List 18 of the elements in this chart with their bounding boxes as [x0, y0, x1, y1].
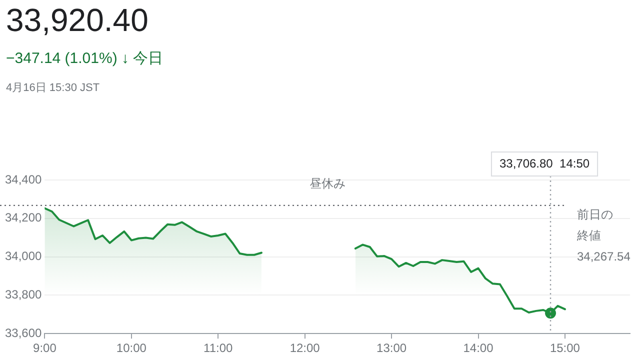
- chart-subtitle: −347.14 (1.01%) ↓ 今日: [6, 49, 164, 68]
- y-tick-label: 33,800: [5, 288, 42, 302]
- x-tick-label: 9:00: [33, 341, 57, 356]
- x-tick-label: 14:00: [463, 341, 494, 356]
- y-tick-label: 34,400: [5, 172, 42, 186]
- text: 33,706.80 14:50: [499, 156, 590, 170]
- y-tick-label: 34,000: [5, 249, 42, 264]
- text: 4月16日 15:30 JST: [6, 81, 101, 95]
- x-tick-label: 13:00: [376, 341, 407, 356]
- x-tick-label: 10:00: [116, 341, 147, 356]
- x-tick-label: 12:00: [290, 341, 320, 356]
- x-tick-label: 11:00: [204, 341, 234, 356]
- chart-title: 33,920.40: [6, 2, 150, 39]
- y-tick-label: 34,200: [5, 210, 42, 225]
- annotation: 昼休み: [309, 176, 346, 190]
- ref-line-label: 前日の終値 34,267.54: [576, 208, 631, 264]
- x-tick-label: 15:00: [550, 341, 580, 356]
- y-tick-label: 33,600: [5, 326, 42, 340]
